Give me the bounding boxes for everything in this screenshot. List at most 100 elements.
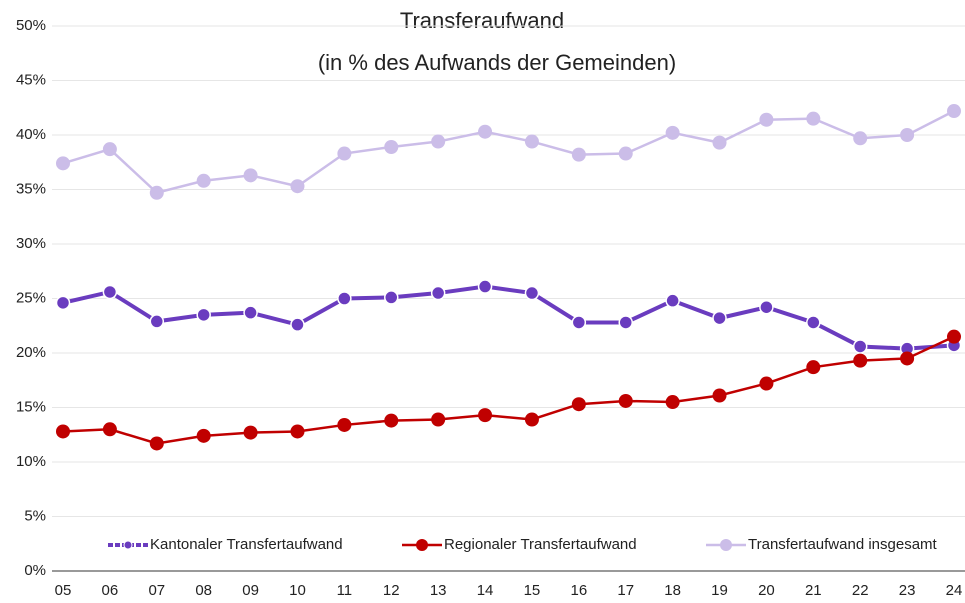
data-point	[806, 111, 821, 126]
data-point	[759, 376, 774, 391]
data-point	[149, 436, 164, 451]
x-tick-label: 22	[852, 582, 869, 599]
data-point	[431, 134, 446, 149]
x-tick-label: 06	[102, 582, 119, 599]
data-point	[243, 425, 258, 440]
data-point	[337, 291, 352, 306]
x-tick-label: 19	[711, 582, 728, 599]
x-tick-label: 21	[805, 582, 822, 599]
y-tick-label: 50%	[16, 17, 46, 34]
data-point	[947, 104, 961, 119]
data-point	[524, 412, 539, 427]
x-tick-label: 08	[195, 582, 212, 599]
x-tick-label: 09	[242, 582, 259, 599]
data-point	[290, 179, 305, 194]
data-point	[196, 173, 211, 188]
data-point	[477, 279, 493, 294]
data-point	[900, 351, 915, 366]
chart-subtitle: (in % des Aufwands der Gemeinden)	[318, 50, 676, 75]
y-tick-label: 15%	[16, 398, 46, 415]
legend-label: Regionaler Transfertaufwand	[444, 536, 637, 553]
data-point	[665, 395, 680, 410]
legend-marker	[123, 540, 133, 550]
data-point	[243, 168, 258, 183]
x-tick-label: 11	[337, 582, 353, 599]
data-point	[102, 284, 118, 300]
data-point	[337, 417, 352, 432]
data-point	[712, 310, 727, 326]
data-point	[900, 128, 915, 142]
data-point	[384, 290, 399, 305]
data-point	[337, 146, 352, 161]
y-tick-label: 30%	[16, 235, 46, 252]
data-point	[853, 353, 868, 368]
y-tick-label: 0%	[24, 562, 46, 579]
y-tick-label: 25%	[16, 289, 46, 306]
data-point	[149, 185, 164, 200]
data-point	[290, 424, 305, 439]
y-tick-label: 40%	[16, 126, 46, 143]
data-point	[665, 125, 680, 140]
data-point	[852, 339, 868, 354]
x-tick-label: 15	[524, 582, 541, 599]
data-point	[618, 393, 633, 408]
data-point	[806, 315, 821, 330]
x-tick-label: 24	[946, 582, 963, 599]
x-tick-label: 13	[430, 582, 447, 599]
data-point	[478, 408, 493, 423]
data-point	[712, 388, 727, 403]
y-tick-label: 5%	[24, 507, 46, 524]
legend-label: Transfertaufwand insgesamt	[748, 536, 938, 553]
y-tick-label: 45%	[16, 71, 46, 88]
data-point	[665, 293, 680, 308]
chart-title: Transferaufwand	[400, 8, 564, 33]
data-point	[196, 307, 211, 323]
data-point	[149, 314, 165, 329]
data-point	[384, 413, 399, 428]
data-point	[947, 329, 961, 344]
data-point	[290, 317, 305, 332]
y-tick-label: 20%	[16, 344, 46, 361]
legend-label: Kantonaler Transfertaufwand	[150, 536, 343, 553]
series-line	[62, 335, 955, 445]
x-tick-label: 10	[289, 582, 306, 599]
data-point	[806, 360, 821, 375]
data-point	[102, 142, 117, 157]
data-point	[759, 299, 774, 315]
data-point	[759, 112, 774, 127]
data-point	[571, 315, 587, 330]
x-tick-label: 12	[383, 582, 400, 599]
data-point	[55, 295, 71, 311]
data-point	[618, 315, 633, 330]
data-point	[102, 422, 117, 437]
series-line	[62, 284, 955, 351]
data-point	[384, 139, 399, 154]
x-tick-label: 14	[477, 582, 494, 599]
x-tick-label: 20	[758, 582, 775, 599]
data-point	[56, 424, 70, 439]
data-point	[524, 134, 539, 149]
data-point	[196, 428, 211, 443]
x-tick-label: 18	[664, 582, 681, 599]
legend-marker	[720, 539, 732, 551]
data-point	[478, 124, 493, 139]
data-point	[853, 131, 868, 146]
data-point	[571, 147, 586, 162]
y-tick-label: 35%	[16, 180, 46, 197]
data-point	[712, 135, 727, 150]
data-point	[618, 146, 633, 161]
y-tick-label: 10%	[16, 453, 46, 470]
x-tick-label: 05	[55, 582, 72, 599]
data-point	[571, 397, 586, 412]
data-point	[56, 156, 70, 171]
data-point	[430, 285, 446, 301]
data-point	[243, 305, 258, 320]
x-tick-label: 23	[899, 582, 916, 599]
data-point	[431, 412, 446, 427]
x-tick-label: 17	[617, 582, 634, 599]
series-line	[62, 109, 955, 195]
x-tick-label: 16	[570, 582, 587, 599]
legend-marker	[416, 539, 428, 551]
data-point	[524, 285, 540, 301]
